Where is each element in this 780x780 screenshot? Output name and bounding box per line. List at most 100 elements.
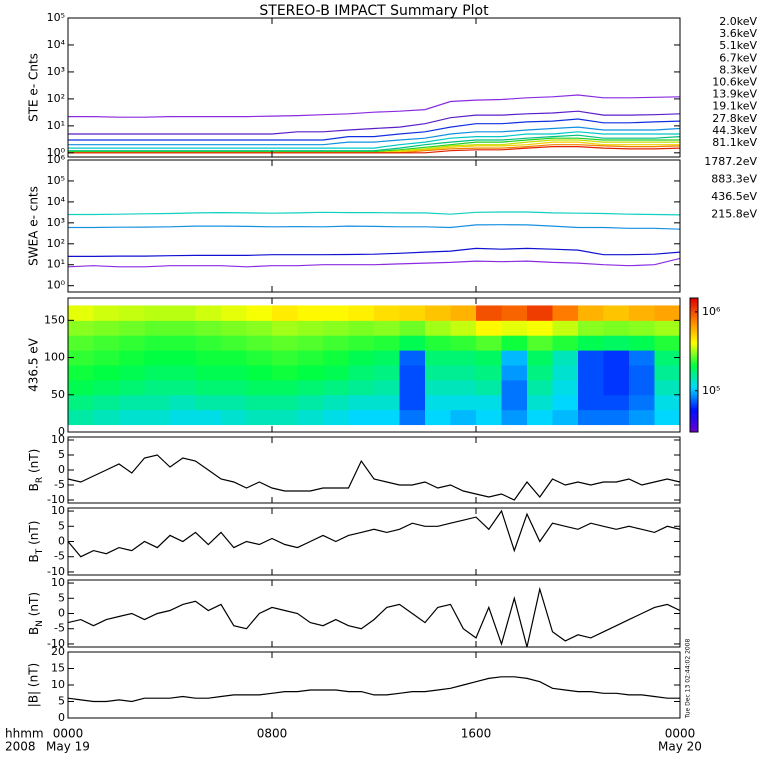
heatmap-cell <box>323 394 349 411</box>
y-tick-label: 15 <box>51 662 65 675</box>
heatmap-cell <box>144 305 171 321</box>
heatmap-cell <box>552 350 579 366</box>
colorbar-band <box>690 411 698 415</box>
heatmap-cell <box>297 305 324 321</box>
colorbar-band <box>690 311 698 315</box>
heatmap-cell <box>527 305 553 321</box>
colorbar-band <box>690 324 698 328</box>
heatmap-cell <box>629 409 655 426</box>
heatmap-cell <box>476 394 502 411</box>
heatmap-cell <box>654 394 680 411</box>
colorbar-band <box>690 389 698 393</box>
y-axis-label-part: N <box>35 620 45 627</box>
heatmap-cell <box>119 305 145 321</box>
heatmap-cell <box>552 365 579 381</box>
heatmap-cell <box>170 335 196 351</box>
heatmap-cell <box>654 409 680 426</box>
heatmap-cell <box>144 409 171 426</box>
y-axis-label: BR (nT) <box>27 449 45 492</box>
heatmap-cell <box>450 409 477 426</box>
colorbar-band <box>690 327 698 330</box>
heatmap-cell <box>221 305 247 321</box>
heatmap-cell <box>272 320 298 336</box>
heatmap-cell <box>552 305 579 321</box>
heatmap-cell <box>603 335 630 351</box>
heatmap-cell <box>195 350 222 366</box>
series-line <box>68 137 680 153</box>
heatmap-cell <box>323 409 349 426</box>
colorbar-band <box>690 394 698 397</box>
heatmap-cell <box>348 409 375 426</box>
colorbar-band <box>690 380 698 384</box>
heatmap-cell <box>527 379 553 396</box>
colorbar-band <box>690 318 698 321</box>
y-tick-label: 10 <box>51 576 65 589</box>
heatmap-cell <box>629 365 655 381</box>
heatmap-cell <box>68 394 94 411</box>
heatmap-cell <box>476 379 502 396</box>
legend-entry: 215.8eV <box>711 208 757 221</box>
heatmap-cell <box>527 365 553 381</box>
heatmap-cell <box>195 335 222 351</box>
heatmap-cell <box>272 335 298 351</box>
colorbar-band <box>690 313 698 317</box>
heatmap-cell <box>221 365 247 381</box>
y-axis-label-part: (nT) <box>27 449 41 477</box>
heatmap-cell <box>603 365 630 381</box>
heatmap-cell <box>425 335 451 351</box>
heatmap-cell <box>170 409 196 426</box>
y-tick-label: 0 <box>58 463 65 476</box>
heatmap-cell <box>501 409 528 426</box>
series-line <box>68 94 680 118</box>
heatmap-cell <box>297 350 324 366</box>
y-tick-label: 150 <box>44 313 65 326</box>
heatmap-cell <box>119 409 145 426</box>
y-axis-label-part: (nT) <box>27 521 41 549</box>
y-tick-label: 10⁵ <box>47 11 65 24</box>
legend-entry: 883.3eV <box>711 173 757 186</box>
y-tick-label: 5 <box>58 591 65 604</box>
series-line <box>68 257 680 268</box>
y-axis-label: STE e- Cnts <box>27 53 41 122</box>
heatmap-cell <box>323 335 349 351</box>
panel-frame <box>67 297 681 433</box>
colorbar-band <box>690 306 698 310</box>
colorbar-band <box>690 342 698 346</box>
heatmap-cell <box>501 350 528 366</box>
y-axis-label-part: (nT) <box>27 592 41 620</box>
y-tick-label: 10¹ <box>47 258 65 271</box>
heatmap-cell <box>374 365 400 381</box>
heatmap-cell <box>476 305 502 321</box>
heatmap-cell <box>323 305 349 321</box>
y-axis-label: |B| (nT) <box>27 663 41 707</box>
colorbar-band <box>690 362 698 366</box>
series-line <box>68 131 680 149</box>
y-tick-label: 50 <box>51 388 65 401</box>
heatmap-cell <box>603 350 630 366</box>
heatmap-cell <box>195 379 222 396</box>
heatmap-cell <box>68 335 94 351</box>
heatmap-cell <box>68 365 94 381</box>
colorbar-band <box>690 351 698 355</box>
heatmap-cell <box>603 320 630 336</box>
heatmap-cell <box>476 335 502 351</box>
colorbar-label: 10⁵ <box>702 384 720 397</box>
colorbar-band <box>690 335 698 339</box>
heatmap-cell <box>144 320 171 336</box>
heatmap-cell <box>629 305 655 321</box>
heatmap-cell <box>246 350 273 366</box>
heatmap-cell <box>195 305 222 321</box>
heatmap-cell <box>425 379 451 396</box>
heatmap-cell <box>450 379 477 396</box>
heatmap-cell <box>399 394 426 411</box>
heatmap-cell <box>221 350 247 366</box>
colorbar-band <box>690 371 698 375</box>
y-axis-label-part: T <box>35 548 45 555</box>
y-tick-label: 10² <box>47 237 65 250</box>
heatmap-cell <box>527 394 553 411</box>
heatmap-cell <box>374 394 400 411</box>
y-tick-label: 10² <box>47 92 65 105</box>
heatmap-cell <box>450 335 477 351</box>
heatmap-cell <box>348 305 375 321</box>
heatmap-cell <box>527 409 553 426</box>
